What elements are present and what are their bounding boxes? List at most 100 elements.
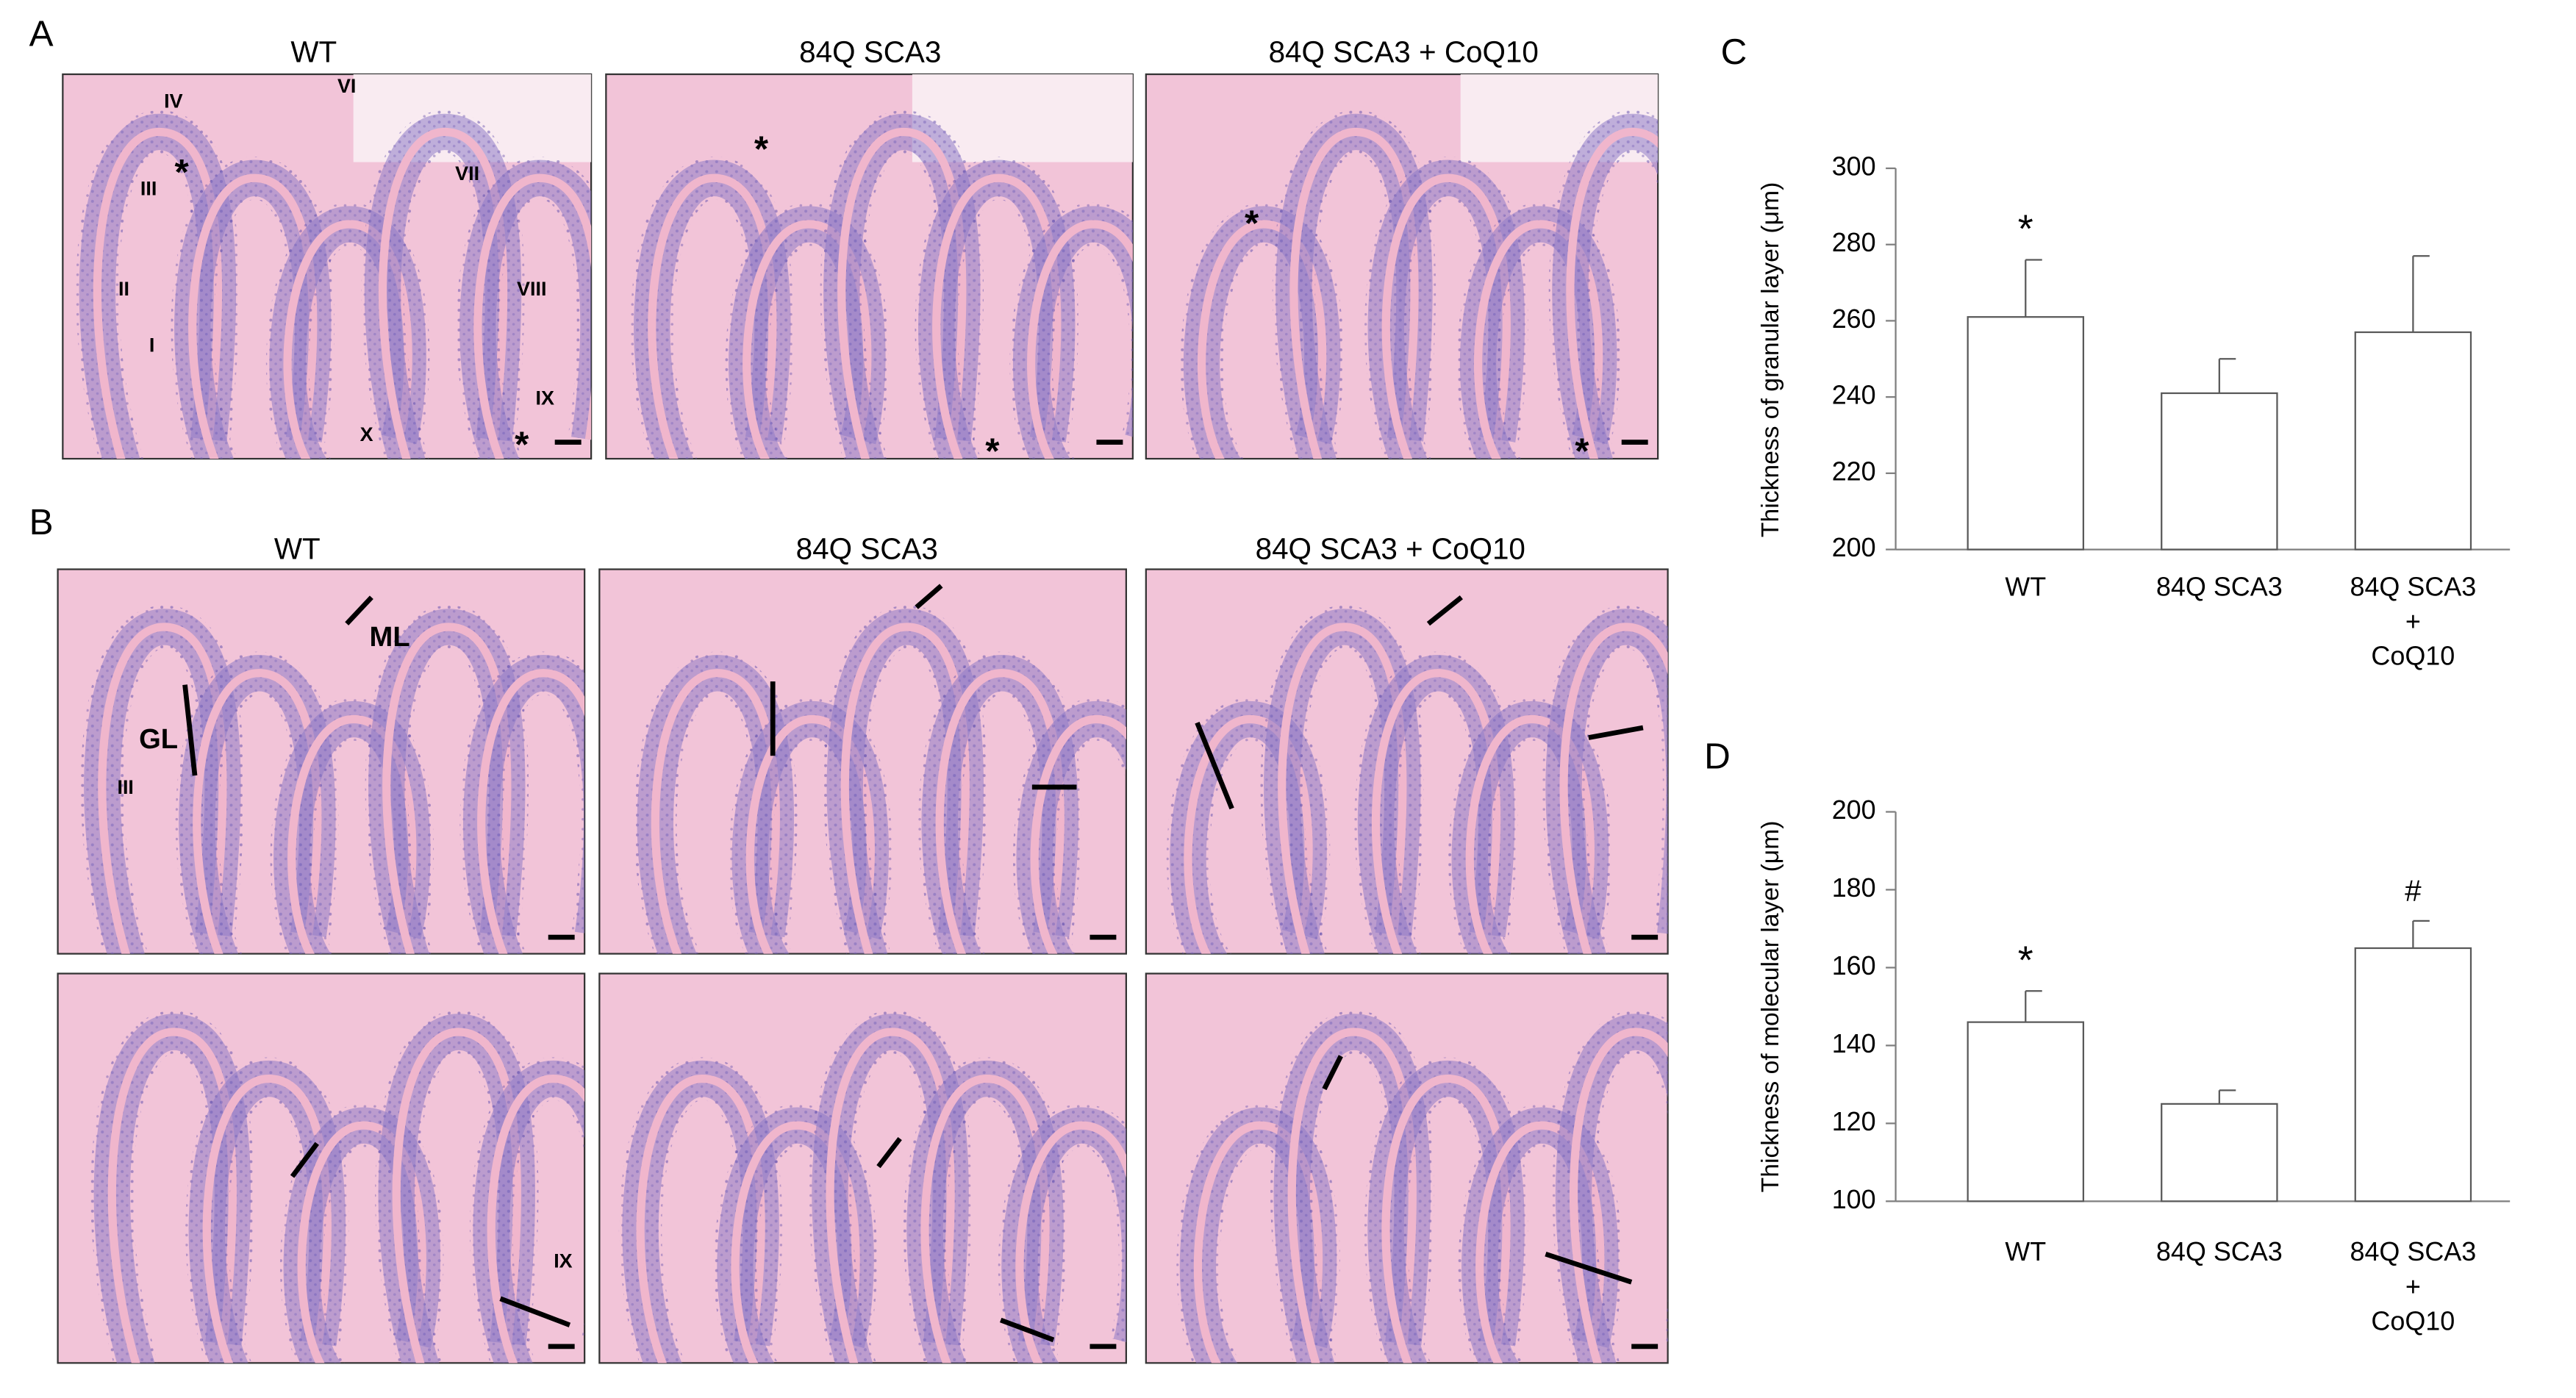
thickness-line [182, 684, 198, 776]
folia [1166, 605, 1668, 954]
white-matter [826, 1028, 955, 1363]
white-matter [188, 173, 318, 459]
white-matter [1278, 623, 1407, 954]
white-matter [932, 173, 1062, 459]
y-tick-label: 280 [1832, 227, 1876, 257]
image-label: * [985, 431, 1000, 471]
bar [2354, 947, 2472, 1202]
thickness-line [915, 584, 943, 609]
image-panel [1145, 73, 1659, 460]
panel-letter: A [29, 13, 54, 54]
image-title: 84Q SCA3 [799, 35, 941, 69]
white-matter [920, 1074, 1050, 1363]
x-tick-label-box: WT [2005, 1239, 2047, 1268]
image-label: IX [554, 1250, 572, 1272]
white-matter [1184, 714, 1313, 954]
white-matter [1015, 1121, 1126, 1363]
y-tick-label: 200 [1832, 795, 1876, 825]
thickness-line [1195, 722, 1234, 810]
y-axis-label: Thickness of granular layer (μm) [1757, 182, 1784, 537]
x-tick-label-box: 84Q SCA3 [2155, 574, 2283, 603]
image-label: GL [139, 723, 178, 755]
image-title: 84Q SCA3 + CoQ10 [1269, 35, 1539, 69]
image-label: * [1575, 431, 1589, 471]
white-matter [202, 1074, 332, 1363]
thickness-line [876, 1136, 902, 1169]
x-tick-label: WT [2005, 1239, 2047, 1268]
thickness-line [1588, 725, 1644, 740]
thickness-line [499, 1296, 571, 1327]
image-title: WT [274, 531, 321, 565]
white-matter [1570, 1028, 1668, 1363]
image-panel [1145, 568, 1669, 955]
image-label: X [360, 423, 373, 445]
bar-annotation: * [2018, 938, 2033, 982]
white-matter [287, 714, 417, 954]
folia [90, 1010, 585, 1363]
panel-letter: D [1704, 736, 1731, 777]
white-matter [477, 669, 585, 954]
y-tick-label: 100 [1832, 1184, 1876, 1214]
folia [634, 605, 1126, 954]
image-label: VI [337, 75, 356, 97]
white-matter [1030, 714, 1126, 954]
bar-annotation: # [2405, 873, 2422, 907]
white-matter [1475, 1121, 1605, 1363]
image-label: III [140, 177, 157, 199]
white-matter [840, 623, 970, 954]
thickness-line [1322, 1055, 1343, 1091]
bar [2354, 331, 2472, 551]
thickness-line [999, 1317, 1055, 1343]
tissue-light [1460, 74, 1659, 162]
white-matter [1287, 1028, 1417, 1363]
x-tick-label: 84Q SCA3 + CoQ10 [2350, 574, 2477, 672]
y-tick-label: 300 [1832, 151, 1876, 181]
image-label: II [118, 278, 129, 300]
y-tick-label: 200 [1832, 532, 1876, 562]
y-axis-label: Thickness of molecular layer (μm) [1757, 821, 1784, 1193]
white-matter [297, 1121, 426, 1363]
image-label: * [1245, 204, 1259, 244]
image-label: VIII [517, 278, 546, 300]
white-matter [745, 714, 875, 954]
white-matter [473, 173, 592, 459]
image-label: ML [370, 621, 410, 653]
x-tick-label-box: 84Q SCA3 + CoQ10 [2350, 574, 2477, 672]
white-matter [1381, 1074, 1511, 1363]
white-matter [193, 669, 322, 954]
x-tick-label-box: WT [2005, 574, 2047, 603]
x-tick-label: 84Q SCA3 [2155, 574, 2283, 603]
white-matter [1465, 714, 1595, 954]
thickness-line [345, 595, 373, 625]
x-tick-label: WT [2005, 574, 2047, 603]
white-matter [1381, 173, 1511, 459]
white-matter [1027, 220, 1133, 459]
image-title: 84Q SCA3 [796, 531, 938, 565]
white-matter [648, 173, 777, 459]
bar [2161, 392, 2278, 551]
image-label: VII [455, 162, 479, 184]
bar [2161, 1103, 2278, 1202]
white-matter [1193, 1121, 1323, 1363]
image-panel [605, 73, 1134, 460]
image-label: III [117, 776, 133, 798]
white-matter [651, 669, 780, 954]
image-panel [57, 972, 586, 1364]
white-matter [743, 220, 872, 459]
white-matter [93, 127, 222, 459]
white-matter [283, 220, 412, 459]
white-matter [107, 1028, 237, 1363]
white-matter [935, 669, 1065, 954]
white-matter [1559, 623, 1668, 954]
y-tick-label: 180 [1832, 872, 1876, 903]
folia [76, 74, 592, 459]
folia [1176, 1010, 1668, 1363]
image-panel [598, 568, 1127, 955]
white-matter [392, 1028, 521, 1363]
thickness-line [1545, 1251, 1633, 1285]
folia [1180, 74, 1659, 459]
image-panel [62, 73, 593, 460]
y-tick-label: 120 [1832, 1106, 1876, 1136]
folia [80, 605, 585, 954]
